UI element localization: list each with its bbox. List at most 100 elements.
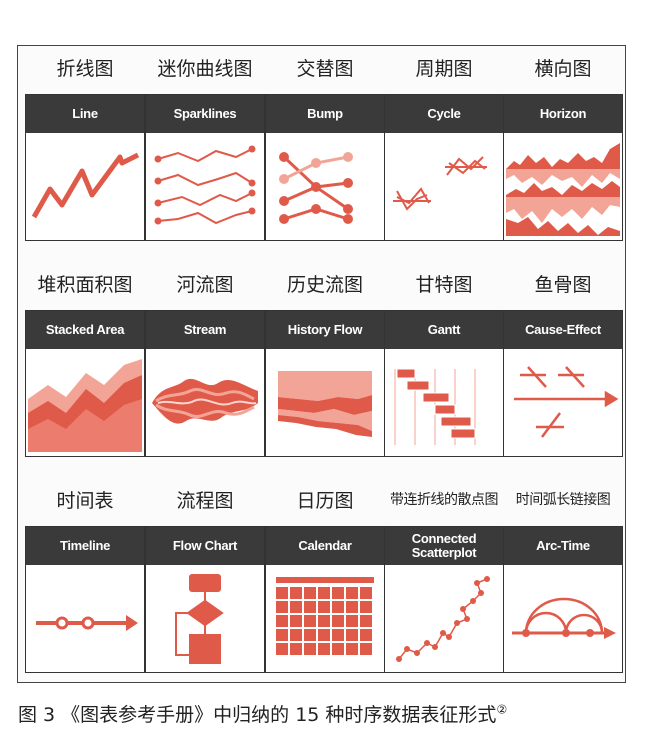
cycle-icon [393, 156, 487, 211]
calendar-day-cell [290, 643, 302, 655]
caption-text: 图 3 《图表参考手册》中归纳的 15 种时序数据表征形式 [18, 704, 497, 726]
tile-cn-label: 时间表 [56, 490, 114, 512]
calendar-day-cell [276, 587, 288, 599]
arc-time-icon [512, 597, 616, 639]
calendar-day-cell [304, 643, 316, 655]
tile-en-label: Calendar [266, 527, 384, 565]
tile-card: Stacked Area [25, 310, 145, 457]
tile-card: Gantt [384, 310, 504, 457]
tile-en-label: Stream [146, 311, 264, 349]
tile-cn-label: 横向图 [534, 58, 592, 80]
tile-cn-label: 历史流图 [286, 274, 363, 296]
calendar-day-cell [318, 601, 330, 613]
calendar-day-cell [346, 643, 358, 655]
tile-card: Calendar [265, 526, 385, 673]
calendar-day-cell [346, 601, 358, 613]
tile-card: Line [25, 94, 145, 241]
figure-caption: 图 3 《图表参考手册》中归纳的 15 种时序数据表征形式② [18, 700, 507, 727]
calendar-day-cell [318, 643, 330, 655]
tile-en-label: Connected Scatterplot [385, 527, 503, 565]
tile-en-label: Flow Chart [146, 527, 264, 565]
tile-card: Cause-Effect [503, 310, 623, 457]
tile-card: Flow Chart [145, 526, 265, 673]
calendar-header-bar [276, 577, 374, 583]
calendar-day-cell [304, 601, 316, 613]
gantt-icon [394, 368, 476, 445]
tile-en-label: Horizon [504, 95, 622, 133]
tile-cn-label: 鱼骨图 [534, 274, 592, 296]
calendar-day-cell [346, 587, 358, 599]
calendar-day-cell [304, 629, 316, 641]
tile-en-label: Sparklines [146, 95, 264, 133]
tile-en-label: Cycle [385, 95, 503, 133]
calendar-day-cell [290, 587, 302, 599]
calendar-day-cell [332, 587, 344, 599]
tile-cn-label: 流程图 [176, 490, 234, 512]
stacked-area-icon [28, 359, 142, 452]
tile-en-label: Cause-Effect [504, 311, 622, 349]
calendar-day-cell [304, 587, 316, 599]
calendar-day-cell [290, 601, 302, 613]
calendar-day-cell [346, 629, 358, 641]
calendar-day-cell [332, 643, 344, 655]
sparklines-icon [154, 145, 256, 225]
tile-cn-label: 迷你曲线图 [157, 58, 253, 80]
tile-cn-label: 甘特图 [415, 274, 473, 296]
calendar-icon [276, 577, 374, 655]
calendar-day-cell [290, 615, 302, 627]
calendar-day-cell [276, 643, 288, 655]
calendar-day-cell [332, 629, 344, 641]
tile-cn-label: 堆积面积图 [37, 274, 133, 296]
figure-frame: 折线图 Line 迷你曲线图 Sparklines [17, 45, 626, 683]
tile-en-label: Gantt [385, 311, 503, 349]
caption-footnote-mark: ② [496, 702, 508, 717]
tile-cn-label: 周期图 [415, 58, 473, 80]
tile-cn-label: 河流图 [176, 274, 234, 296]
timeline-icon [36, 615, 138, 631]
tile-en-label: History Flow [266, 311, 384, 349]
tile-card: Horizon [503, 94, 623, 241]
tile-cn-label: 时间弧长链接图 [515, 492, 611, 508]
bump-icon [279, 152, 353, 224]
tile-cn-label: 交替图 [296, 58, 354, 80]
calendar-day-cell [346, 615, 358, 627]
line-icon [31, 152, 140, 219]
tile-en-label: Stacked Area [26, 311, 144, 349]
calendar-day-cell [318, 629, 330, 641]
tile-card: Timeline [25, 526, 145, 673]
tile-en-label: Arc-Time [504, 527, 622, 565]
tile-en-label: Line [26, 95, 144, 133]
calendar-day-cell [318, 587, 330, 599]
tile-card: Cycle [384, 94, 504, 241]
tile-cn-label: 日历图 [296, 490, 354, 512]
calendar-day-cell [276, 629, 288, 641]
stream-icon [152, 378, 258, 424]
horizon-icon [506, 143, 620, 236]
cause-effect-icon [514, 366, 619, 438]
tile-card: Arc-Time [503, 526, 623, 673]
flow-chart-icon [175, 574, 224, 664]
calendar-day-cell [332, 615, 344, 627]
tile-card: Bump [265, 94, 385, 241]
calendar-day-cell [332, 601, 344, 613]
connected-scatterplot-icon [396, 576, 490, 662]
calendar-day-cell [360, 643, 372, 655]
calendar-day-cell [290, 629, 302, 641]
tile-card: Stream [145, 310, 265, 457]
tile-cn-label: 折线图 [56, 58, 114, 80]
calendar-day-cell [276, 601, 288, 613]
calendar-day-cell [360, 587, 372, 599]
tile-cn-label: 带连折线的散点图 [390, 492, 499, 508]
calendar-day-cell [360, 629, 372, 641]
calendar-day-cell [360, 615, 372, 627]
calendar-day-cell [360, 601, 372, 613]
calendar-day-cell [318, 615, 330, 627]
tile-card: Connected Scatterplot [384, 526, 504, 673]
tile-en-label: Bump [266, 95, 384, 133]
tile-en-label: Timeline [26, 527, 144, 565]
tile-card: History Flow [265, 310, 385, 457]
history-flow-icon [278, 371, 372, 437]
calendar-day-cell [276, 615, 288, 627]
tile-card: Sparklines [145, 94, 265, 241]
calendar-day-cell [304, 615, 316, 627]
